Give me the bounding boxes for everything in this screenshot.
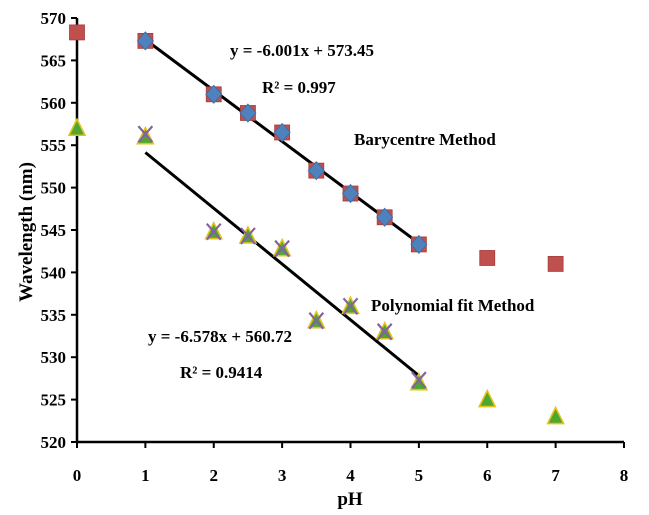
axes: 0 1 2 3 4 5 6 7 8 520 525 530 535 540 545 550 555 560 565 5… <box>41 9 629 485</box>
annotation-eq2: y = -6.578x + 560.72 <box>148 327 292 346</box>
y-tick-label: 555 <box>41 136 67 155</box>
x-tick-label: 6 <box>483 466 492 485</box>
point-x <box>137 125 154 143</box>
x-tick-label: 2 <box>210 466 219 485</box>
x-tick-label: 8 <box>620 466 629 485</box>
y-tick-label: 565 <box>41 51 67 70</box>
data-points <box>67 24 565 425</box>
y-tick-label: 540 <box>41 263 67 282</box>
point-diamond <box>376 207 394 227</box>
x-tick-label: 7 <box>551 466 560 485</box>
x-tick-label: 5 <box>415 466 424 485</box>
annotations: y = -6.001x + 573.45 R² = 0.997 Barycent… <box>148 41 535 382</box>
x-tick-label: 3 <box>278 466 287 485</box>
point-x <box>274 239 290 258</box>
x-axis-title: pH <box>337 489 363 510</box>
point-diamond <box>341 183 360 204</box>
annotation-r2: R² = 0.9414 <box>180 363 263 382</box>
point-x <box>342 297 359 316</box>
annotation-eq1: y = -6.001x + 573.45 <box>230 41 374 60</box>
x-tick-label: 1 <box>141 466 150 485</box>
y-tick-label: 535 <box>41 306 67 325</box>
y-tick-label: 545 <box>41 221 67 240</box>
y-tick-label: 570 <box>41 9 67 28</box>
point-x <box>308 312 325 330</box>
y-tick-label: 525 <box>41 391 67 410</box>
point-triangle <box>546 405 565 425</box>
y-tick-label: 520 <box>41 433 67 452</box>
point-x <box>240 227 256 245</box>
point-x <box>376 323 393 341</box>
point-triangle <box>67 117 87 137</box>
point-x <box>411 371 427 389</box>
y-tick-label: 550 <box>41 179 67 198</box>
point-diamond <box>239 103 257 123</box>
annotation-label2: Polynomial fit Method <box>371 296 535 315</box>
y-tick-label: 530 <box>41 348 67 367</box>
point-diamond <box>136 31 154 51</box>
point-diamond <box>273 122 291 143</box>
y-axis-title: Wavelength (nm) <box>16 162 37 302</box>
point-square <box>69 24 85 41</box>
point-x <box>205 222 222 241</box>
trendline-2 <box>144 151 420 377</box>
x-tick-label: 0 <box>73 466 82 485</box>
annotation-r1: R² = 0.997 <box>262 78 336 97</box>
point-square <box>479 250 496 266</box>
y-tick-label: 560 <box>41 94 67 113</box>
annotation-label1: Barycentre Method <box>354 130 496 149</box>
point-diamond <box>307 161 325 181</box>
point-triangle <box>477 388 497 408</box>
x-tick-label: 4 <box>346 466 355 485</box>
point-square <box>547 256 564 272</box>
point-diamond <box>410 234 428 255</box>
point-diamond <box>205 84 223 104</box>
